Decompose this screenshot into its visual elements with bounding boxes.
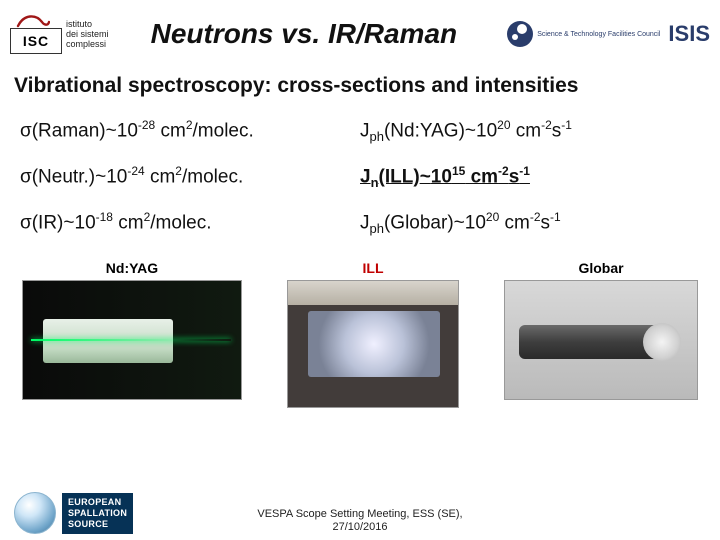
- image-label-ndyag: Nd:YAG: [106, 260, 158, 276]
- footer-line2: 27/10/2016: [257, 521, 462, 534]
- reactor-photo-icon: [287, 280, 459, 408]
- isc-letters: ISC: [10, 28, 62, 54]
- data-grid: σ(Raman)~10-28 cm2/molec. Jph(Nd:YAG)~10…: [0, 114, 720, 246]
- images-row: Nd:YAG ILL Globar: [0, 246, 720, 430]
- stfc-icon: [507, 21, 533, 47]
- isc-line3: complessi: [66, 39, 109, 49]
- image-label-globar: Globar: [578, 260, 623, 276]
- footer: VESPA Scope Setting Meeting, ESS (SE), 2…: [0, 508, 720, 534]
- globar-photo-icon: [504, 280, 698, 400]
- j-ndyag: Jph(Nd:YAG)~1020 cm-2s-1: [360, 118, 700, 144]
- sigma-neutr: σ(Neutr.)~10-24 cm2/molec.: [20, 164, 360, 190]
- stfc-text: Science & Technology Facilities Council: [537, 31, 660, 38]
- header: ISC istituto dei sistemi complessi Neutr…: [0, 0, 720, 64]
- isc-subtitle: istituto dei sistemi complessi: [66, 19, 109, 49]
- slide-title: Neutrons vs. IR/Raman: [109, 18, 508, 50]
- sigma-raman: σ(Raman)~10-28 cm2/molec.: [20, 118, 360, 144]
- ess-line1: EUROPEAN: [68, 497, 127, 508]
- j-ill: Jn(ILL)~1015 cm-2s-1: [360, 164, 700, 190]
- sigma-ir: σ(IR)~10-18 cm2/molec.: [20, 210, 360, 236]
- subtitle: Vibrational spectroscopy: cross-sections…: [0, 64, 720, 114]
- j-globar: Jph(Globar)~1020 cm-2s-1: [360, 210, 700, 236]
- image-label-ill: ILL: [363, 260, 384, 276]
- laser-photo-icon: [22, 280, 242, 400]
- image-globar: Globar: [504, 260, 698, 400]
- isc-logo: ISC istituto dei sistemi complessi: [10, 12, 109, 56]
- isc-mark-icon: ISC: [10, 12, 62, 56]
- isc-line1: istituto: [66, 19, 109, 29]
- image-ndyag: Nd:YAG: [22, 260, 242, 400]
- isis-word: ISIS: [668, 21, 710, 47]
- image-ill: ILL: [287, 260, 459, 408]
- isc-line2: dei sistemi: [66, 29, 109, 39]
- footer-text: VESPA Scope Setting Meeting, ESS (SE), 2…: [257, 508, 462, 534]
- footer-line1: VESPA Scope Setting Meeting, ESS (SE),: [257, 508, 462, 521]
- isis-logo: Science & Technology Facilities Council …: [507, 21, 710, 47]
